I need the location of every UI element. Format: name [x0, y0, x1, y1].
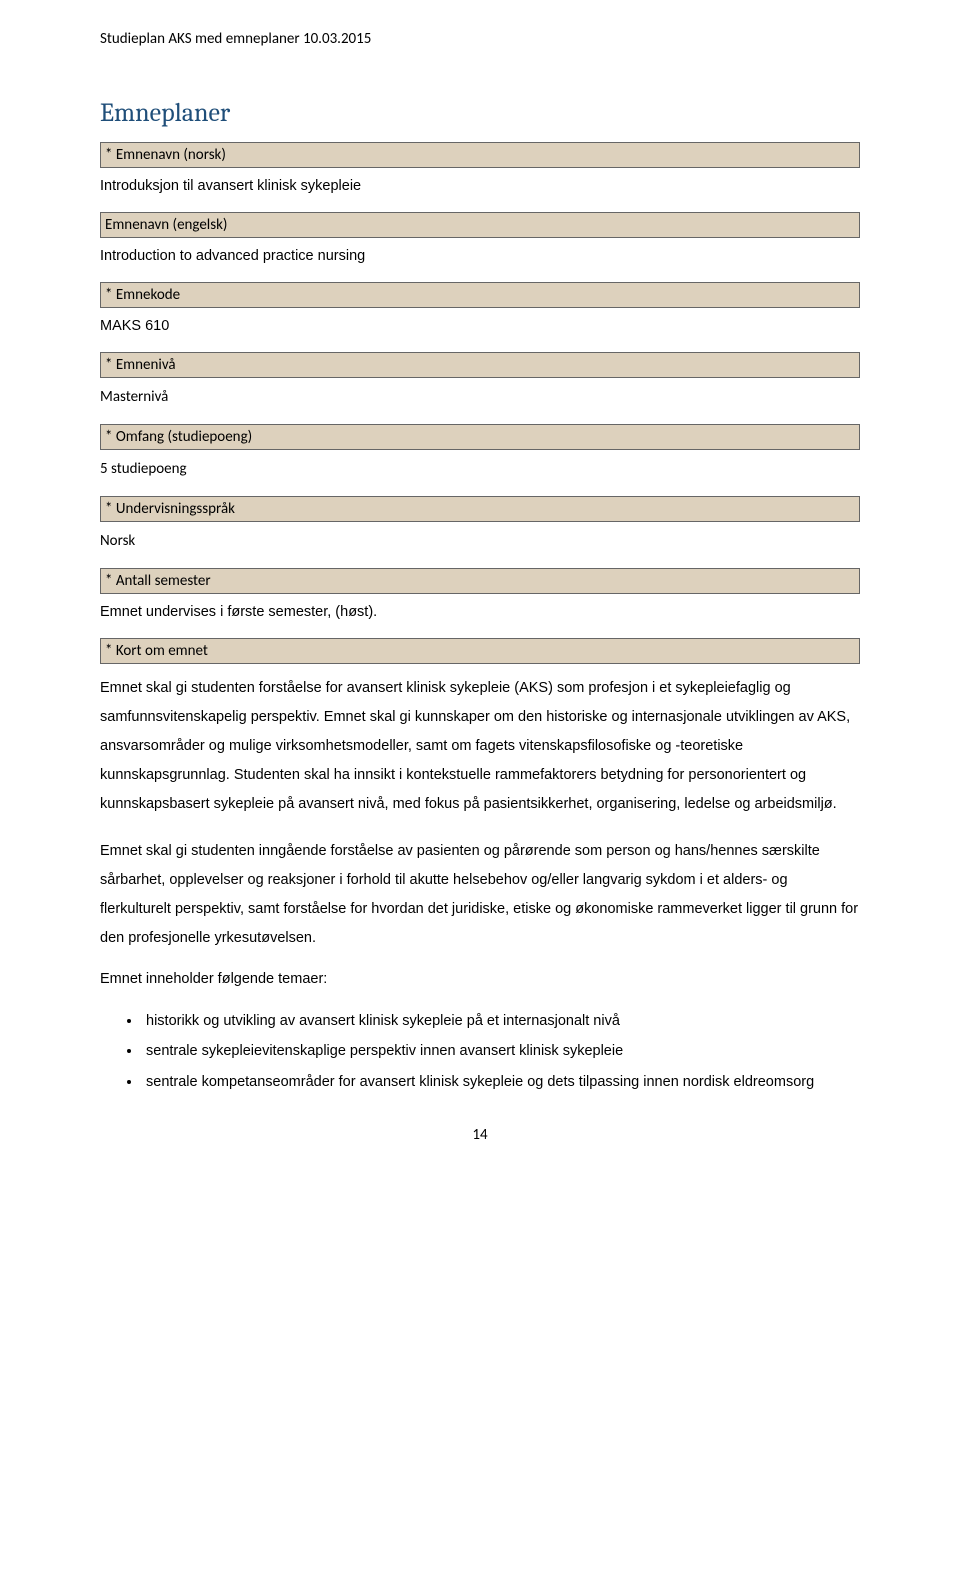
- field-emnekode-label: * Emnekode: [100, 282, 860, 308]
- field-emnenavn-engelsk-label: Emnenavn (engelsk): [100, 212, 860, 238]
- field-emneniva-value: Masternivå: [100, 388, 860, 406]
- topics-list: historikk og utvikling av avansert klini…: [100, 1007, 860, 1096]
- field-undervisningssprak-value: Norsk: [100, 532, 860, 550]
- field-omfang-value: 5 studiepoeng: [100, 460, 860, 478]
- field-emnenavn-norsk-label: * Emnenavn (norsk): [100, 142, 860, 168]
- field-undervisningssprak-label: * Undervisningsspråk: [100, 496, 860, 522]
- list-item: sentrale sykepleievitenskaplige perspekt…: [142, 1037, 860, 1065]
- topics-intro: Emnet inneholder følgende temaer:: [100, 971, 860, 987]
- body-paragraph-2: Emnet skal gi studenten inngående forstå…: [100, 837, 860, 953]
- page-container: Studieplan AKS med emneplaner 10.03.2015…: [0, 0, 960, 1184]
- list-item: sentrale kompetanseområder for avansert …: [142, 1068, 860, 1096]
- document-header: Studieplan AKS med emneplaner 10.03.2015: [100, 30, 860, 48]
- page-title: Emneplaner: [100, 98, 860, 128]
- body-paragraph-1: Emnet skal gi studenten forståelse for a…: [100, 674, 860, 819]
- field-omfang-label: * Omfang (studiepoeng): [100, 424, 860, 450]
- field-kort-om-emnet-label: * Kort om emnet: [100, 638, 860, 664]
- page-number: 14: [100, 1126, 860, 1144]
- field-antall-semester-label: * Antall semester: [100, 568, 860, 594]
- field-emnekode-value: MAKS 610: [100, 318, 860, 334]
- field-antall-semester-value: Emnet undervises i første semester, (høs…: [100, 604, 860, 620]
- field-emneniva-label: * Emnenivå: [100, 352, 860, 378]
- field-emnenavn-engelsk-value: Introduction to advanced practice nursin…: [100, 248, 860, 264]
- list-item: historikk og utvikling av avansert klini…: [142, 1007, 860, 1035]
- field-emnenavn-norsk-value: Introduksjon til avansert klinisk sykepl…: [100, 178, 860, 194]
